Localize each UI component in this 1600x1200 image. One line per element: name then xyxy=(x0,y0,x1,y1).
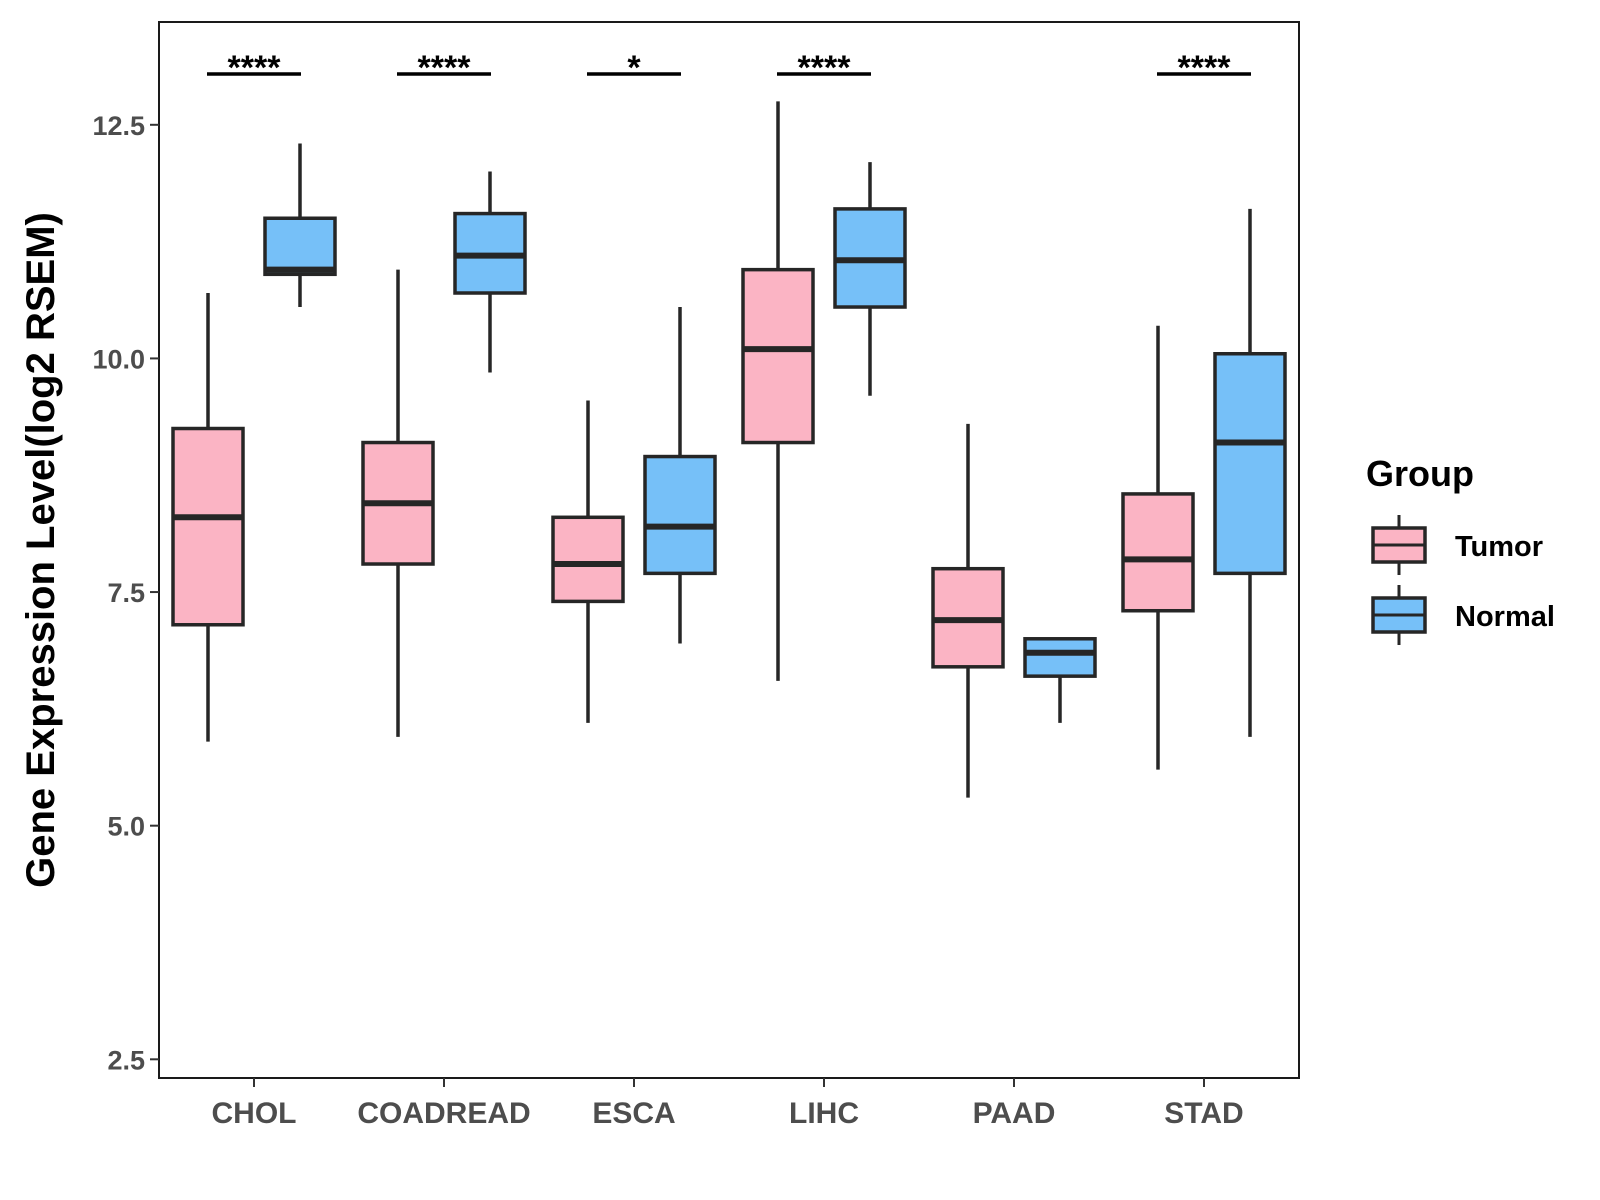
significance-label: **** xyxy=(798,49,852,87)
x-tick-label-chol: CHOL xyxy=(212,1097,297,1130)
legend-keys: Tumor Normal xyxy=(1371,515,1555,645)
legend: Group Tumor Normal xyxy=(1366,453,1555,645)
y-tick-label: 2.5 xyxy=(107,1045,145,1075)
significance-label: **** xyxy=(418,49,472,87)
y-tick-label: 12.5 xyxy=(92,111,145,141)
box-normal-lihc xyxy=(833,162,907,396)
legend-label-tumor: Tumor xyxy=(1455,531,1543,563)
box-tumor-esca xyxy=(551,400,625,723)
boxes-layer xyxy=(171,101,1287,798)
x-axis: CHOL COADREAD ESCA LIHC PAAD STAD xyxy=(212,1078,1244,1130)
box-body xyxy=(551,515,625,604)
box-body xyxy=(171,426,245,627)
significance-annotations: **** **** * **** **** xyxy=(207,49,1251,87)
y-axis: 2.5 5.0 7.5 10.0 12.5 xyxy=(92,111,159,1075)
box-tumor-chol xyxy=(171,293,245,742)
box-body xyxy=(643,454,717,576)
box-tumor-coadread xyxy=(361,269,435,737)
plot-panel xyxy=(158,21,1300,1079)
box-body xyxy=(263,216,337,277)
significance-label: **** xyxy=(228,49,282,87)
legend-key-normal: Normal xyxy=(1371,585,1555,645)
box-body xyxy=(1121,492,1195,613)
significance-lihc: **** xyxy=(777,49,871,87)
box-tumor-paad xyxy=(931,423,1005,798)
y-tick-label: 5.0 xyxy=(107,812,145,842)
legend-key-tumor: Tumor xyxy=(1371,515,1543,575)
significance-label: **** xyxy=(1178,49,1232,87)
y-tick-label: 7.5 xyxy=(107,578,145,608)
box-body xyxy=(741,267,815,445)
y-axis-title: Gene Expression Level(log2 RSEM) xyxy=(19,212,63,888)
box-body xyxy=(1213,352,1287,576)
significance-coadread: **** xyxy=(397,49,491,87)
significance-stad: **** xyxy=(1157,49,1251,87)
box-normal-chol xyxy=(263,143,337,308)
y-tick-label: 10.0 xyxy=(92,344,145,374)
x-tick-label-lihc: LIHC xyxy=(789,1097,859,1130)
x-tick-label-coadread: COADREAD xyxy=(357,1097,530,1130)
box-normal-coadread xyxy=(453,171,527,373)
box-tumor-lihc xyxy=(741,101,815,681)
box-body xyxy=(1023,637,1097,678)
box-normal-paad xyxy=(1023,637,1097,723)
significance-chol: **** xyxy=(207,49,301,87)
x-tick-label-esca: ESCA xyxy=(592,1097,675,1130)
box-normal-esca xyxy=(643,307,717,644)
box-normal-stad xyxy=(1213,208,1287,737)
significance-esca: * xyxy=(587,49,681,87)
box-tumor-stad xyxy=(1121,325,1195,770)
x-tick-label-paad: PAAD xyxy=(973,1097,1056,1130)
x-tick-label-stad: STAD xyxy=(1164,1097,1243,1130)
legend-title: Group xyxy=(1366,453,1474,494)
legend-label-normal: Normal xyxy=(1455,601,1555,633)
significance-label: * xyxy=(627,49,641,87)
